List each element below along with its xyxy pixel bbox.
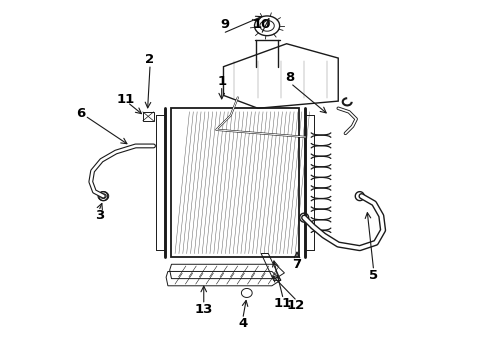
Text: 3: 3 <box>95 210 104 222</box>
Text: 1: 1 <box>217 75 226 88</box>
Text: 4: 4 <box>239 317 248 330</box>
Text: 8: 8 <box>285 71 294 84</box>
Text: 9: 9 <box>220 18 230 31</box>
Text: 7: 7 <box>293 258 301 271</box>
Text: 2: 2 <box>146 53 154 66</box>
Text: 6: 6 <box>76 107 86 120</box>
Text: 5: 5 <box>369 269 378 282</box>
Text: 13: 13 <box>195 303 213 316</box>
Text: 12: 12 <box>286 299 304 312</box>
Text: 11: 11 <box>117 93 135 106</box>
Text: 10: 10 <box>253 18 271 31</box>
Text: 11: 11 <box>273 297 292 310</box>
